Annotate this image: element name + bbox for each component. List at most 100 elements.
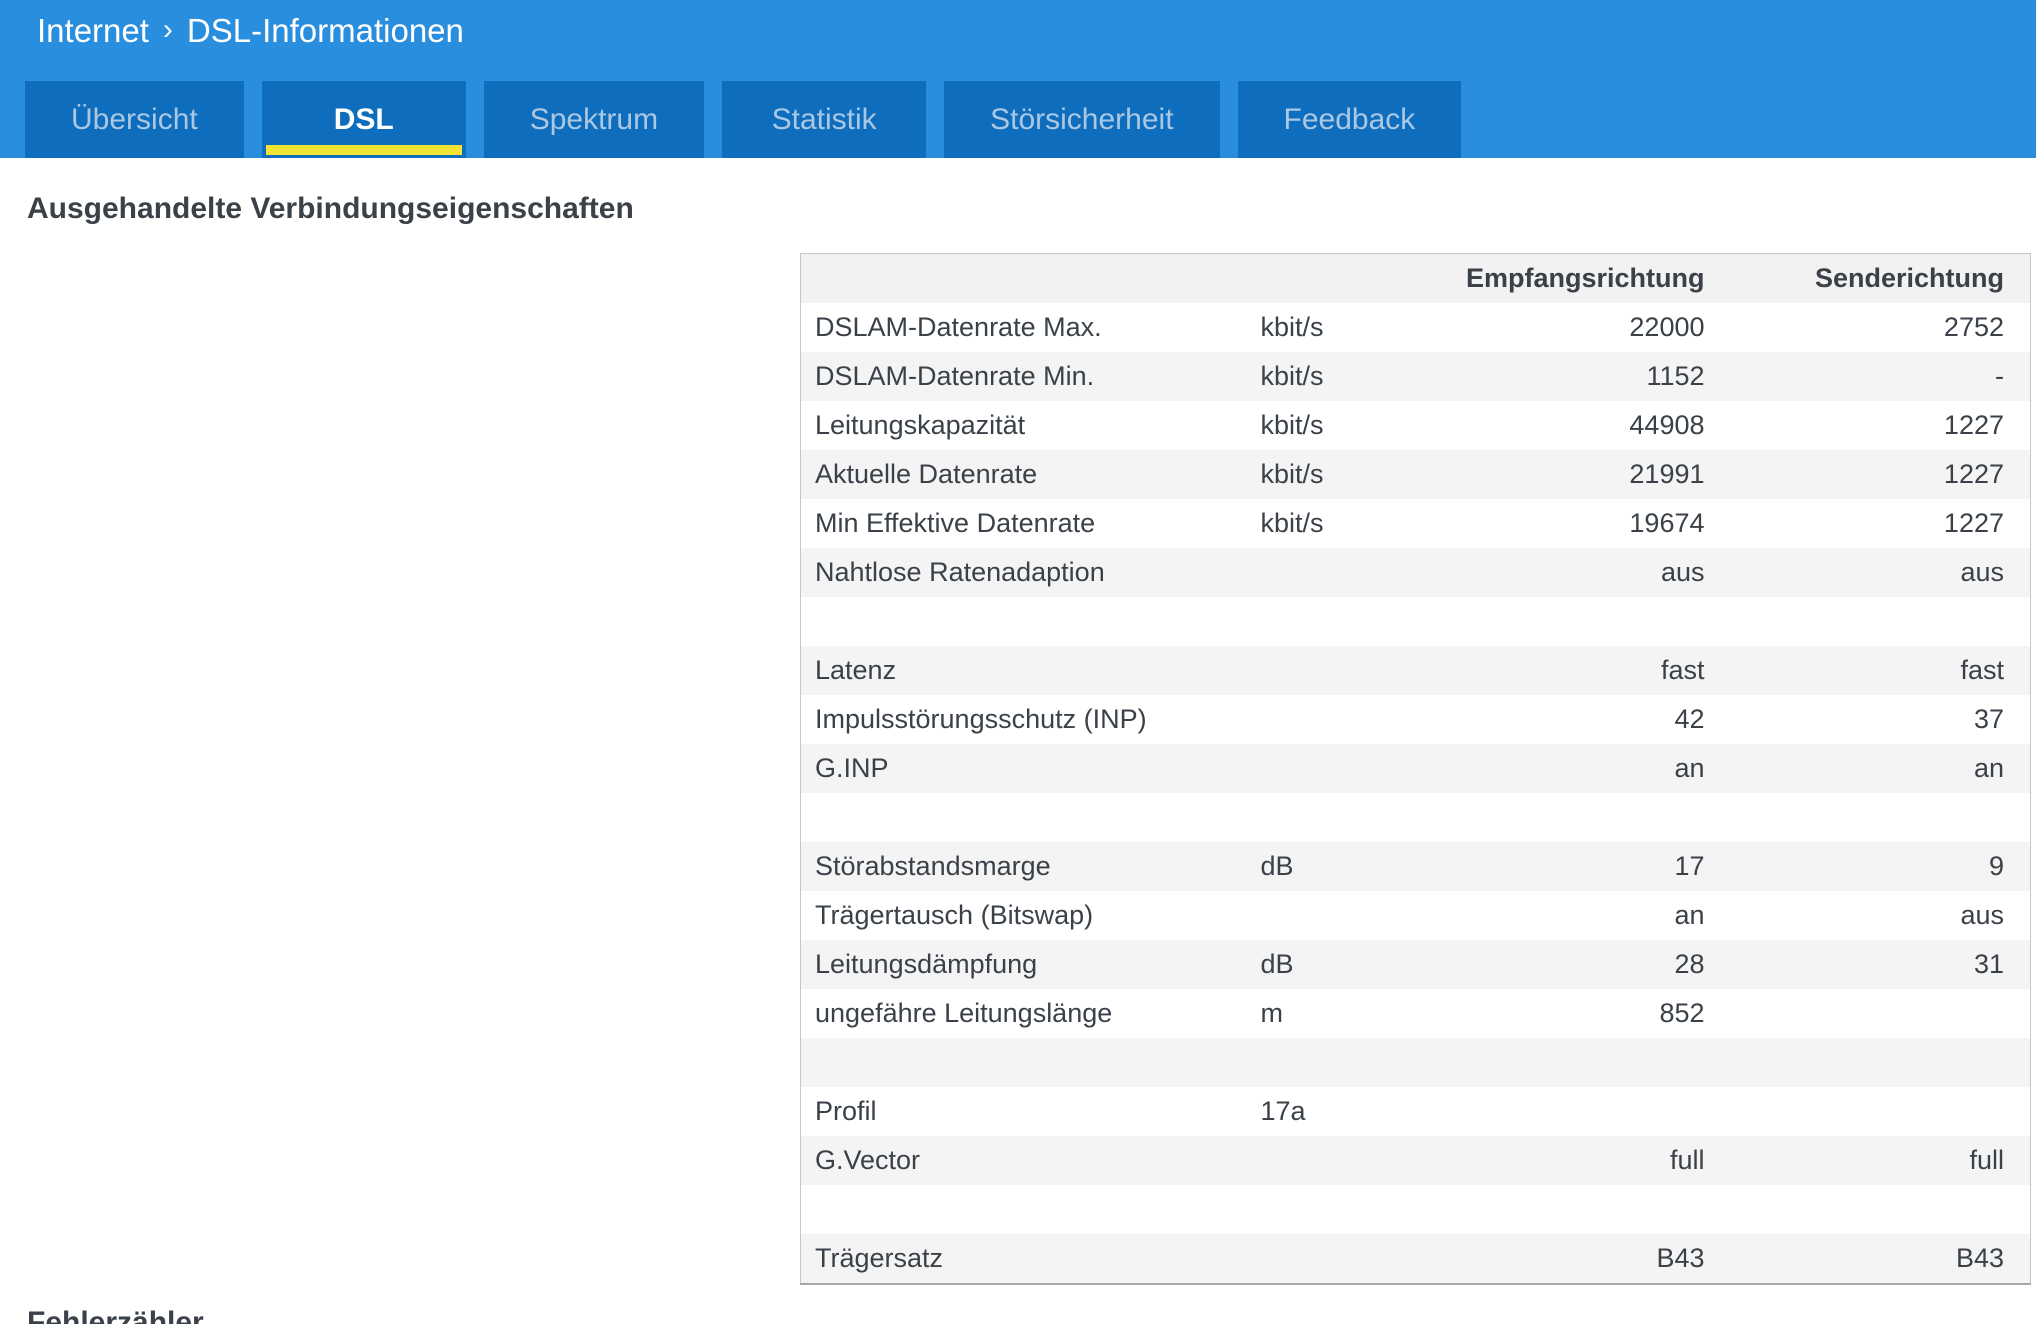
row-unit — [1251, 744, 1433, 793]
table-row: DSLAM-Datenrate Max. kbit/s 22000 2752 — [801, 303, 2031, 352]
row-value-upstream: 1227 — [1943, 459, 2004, 489]
row-label: Aktuelle Datenrate — [815, 459, 1038, 489]
row-value-downstream — [1433, 597, 1719, 646]
page-header: Internet › DSL-Informationen Übersicht D… — [0, 0, 2036, 158]
row-value-upstream: B43 — [1955, 1243, 2004, 1273]
row-label: G.INP — [815, 753, 889, 783]
row-label: G.Vector — [815, 1145, 921, 1175]
tab-stoersicherheit-label: Störsicherheit — [990, 102, 1174, 136]
tab-spektrum-label: Spektrum — [529, 102, 659, 136]
tab-uebersicht-label: Übersicht — [71, 102, 198, 136]
row-label: Trägertausch (Bitswap) — [815, 900, 1094, 930]
row-value-downstream — [1433, 1185, 1719, 1234]
row-value-upstream: - — [1995, 361, 2004, 391]
table-row: Profil 17a — [801, 1087, 2031, 1136]
row-unit: kbit/s — [1260, 361, 1324, 391]
table-row — [801, 1185, 2031, 1234]
row-unit — [1251, 597, 1433, 646]
column-header-unit — [1251, 254, 1433, 304]
table-row — [801, 793, 2031, 842]
row-label — [801, 597, 1251, 646]
row-value-downstream: 28 — [1674, 949, 1705, 979]
row-value-downstream: B43 — [1656, 1243, 1705, 1273]
row-unit — [1251, 1038, 1433, 1087]
row-unit: dB — [1260, 851, 1294, 881]
row-value-downstream: 19674 — [1629, 508, 1705, 538]
row-label: DSLAM-Datenrate Max. — [815, 312, 1102, 342]
table-row: G.Vector full full — [800, 1136, 2031, 1185]
table-row: Störabstandsmarge dB 17 9 — [800, 842, 2031, 891]
row-unit — [1251, 646, 1433, 695]
table-row — [800, 1038, 2031, 1087]
row-label: Leitungsdämpfung — [815, 949, 1038, 979]
table-row: Leitungskapazität kbit/s 44908 1227 — [801, 401, 2031, 450]
row-unit — [1251, 1185, 1433, 1234]
row-value-upstream: aus — [1960, 557, 2004, 587]
row-unit: kbit/s — [1260, 459, 1324, 489]
table-row: Trägersatz B43 B43 — [800, 1234, 2031, 1284]
row-unit: m — [1260, 998, 1284, 1028]
row-value-downstream: 1152 — [1646, 361, 1705, 391]
row-value-upstream — [1719, 597, 2031, 646]
row-value-downstream: an — [1674, 900, 1705, 930]
row-unit: kbit/s — [1260, 508, 1324, 538]
row-unit — [1251, 695, 1433, 744]
column-header-empfangsrichtung: Empfangsrichtung — [1465, 263, 1705, 293]
row-value-upstream: 37 — [1973, 704, 2004, 734]
row-value-upstream: full — [1969, 1145, 2004, 1175]
row-value-upstream — [1719, 1038, 2031, 1087]
page-title: Ausgehandelte Verbindungseigenschaften — [27, 192, 634, 225]
row-value-upstream: an — [1973, 753, 2004, 783]
tab-feedback-label: Feedback — [1283, 102, 1416, 136]
tab-stoersicherheit[interactable]: Störsicherheit — [944, 81, 1220, 158]
table-row: Nahtlose Ratenadaption aus aus — [800, 548, 2031, 597]
row-value-upstream — [1719, 1185, 2031, 1234]
row-value-downstream: 17 — [1674, 851, 1705, 881]
row-unit — [1251, 891, 1433, 940]
row-value-upstream: aus — [1960, 900, 2004, 930]
row-label: Störabstandsmarge — [815, 851, 1051, 881]
breadcrumb-section: Internet — [37, 12, 149, 49]
row-unit — [1251, 548, 1433, 597]
row-label: Trägersatz — [815, 1243, 944, 1273]
row-value-downstream: 21991 — [1629, 459, 1705, 489]
row-label — [801, 1038, 1251, 1087]
tab-dsl-label: DSL — [333, 102, 394, 136]
row-value-upstream — [1719, 989, 2031, 1038]
table-row: Latenz fast fast — [800, 646, 2031, 695]
table-row: G.INP an an — [800, 744, 2031, 793]
tab-spektrum[interactable]: Spektrum — [483, 81, 705, 158]
row-value-upstream: fast — [1960, 655, 2004, 685]
row-label: Nahtlose Ratenadaption — [815, 557, 1105, 587]
row-value-upstream — [1719, 793, 2031, 842]
table-row: DSLAM-Datenrate Min. kbit/s 1152 - — [800, 352, 2031, 401]
row-value-downstream: fast — [1660, 655, 1705, 685]
tab-uebersicht[interactable]: Übersicht — [25, 81, 244, 158]
row-value-upstream: 1227 — [1943, 508, 2004, 538]
row-label: Latenz — [815, 655, 897, 685]
row-unit — [1251, 1234, 1433, 1284]
tab-statistik[interactable]: Statistik — [722, 81, 927, 158]
row-label — [801, 1185, 1251, 1234]
table-row: Aktuelle Datenrate kbit/s 21991 1227 — [800, 450, 2031, 499]
breadcrumb-chevron-icon: › — [162, 13, 173, 46]
tab-dsl[interactable]: DSL — [261, 81, 466, 158]
table-row: Impulsstörungsschutz (INP) 42 37 — [801, 695, 2031, 744]
row-value-downstream: 22000 — [1629, 312, 1705, 342]
connection-properties-table: Empfangsrichtung Senderichtung DSLAM-Dat… — [800, 253, 2031, 1285]
row-unit: dB — [1260, 949, 1294, 979]
breadcrumb: Internet › DSL-Informationen — [37, 12, 464, 50]
row-value-upstream: 31 — [1973, 949, 2004, 979]
row-unit: 17a — [1260, 1096, 1306, 1126]
row-label — [801, 793, 1251, 842]
row-value-upstream: 2752 — [1943, 312, 2004, 342]
active-tab-indicator — [265, 145, 462, 155]
row-value-downstream — [1433, 1087, 1719, 1136]
tab-feedback[interactable]: Feedback — [1237, 81, 1462, 158]
row-value-downstream: aus — [1660, 557, 1705, 587]
table-header-row: Empfangsrichtung Senderichtung — [800, 253, 2031, 304]
row-value-upstream — [1719, 1087, 2031, 1136]
column-header-parameter — [801, 254, 1251, 304]
tab-statistik-label: Statistik — [771, 102, 877, 136]
table-row: ungefähre Leitungslänge m 852 — [801, 989, 2031, 1038]
